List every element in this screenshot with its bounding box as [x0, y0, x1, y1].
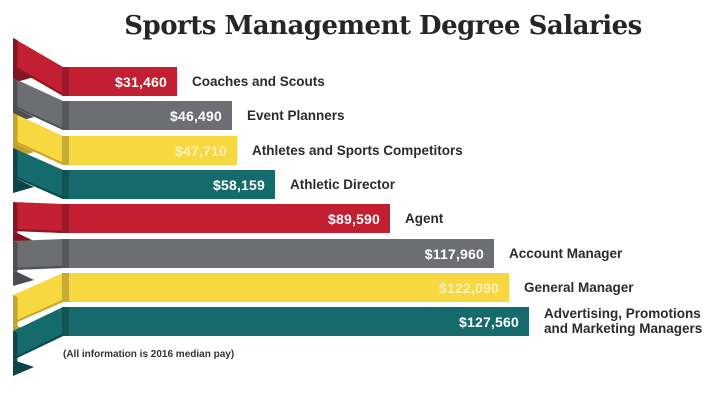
ribbon-fold-crease — [62, 239, 69, 268]
bar-value-label: $58,159 — [212, 176, 265, 193]
ribbon-fold-crease — [62, 307, 69, 336]
bar-value-label: $122,090 — [439, 279, 499, 296]
bar-category-label: General Manager — [524, 280, 634, 295]
chart-title: Sports Management Degree Salaries — [124, 11, 642, 41]
salary-bar: $127,560 — [62, 307, 529, 336]
ribbon-fold-crease — [62, 136, 69, 165]
bar-category-label: Advertising, Promotions and Marketing Ma… — [544, 306, 703, 336]
salary-bar: $58,159 — [62, 170, 275, 199]
salary-bar: $89,590 — [62, 204, 390, 233]
ribbon-fold-crease — [62, 67, 69, 96]
bar-value-label: $31,460 — [114, 73, 167, 90]
bar-value-label: $47,710 — [174, 142, 227, 159]
bar-value-label: $117,960 — [424, 245, 484, 262]
ribbon-fold-crease — [62, 204, 69, 233]
bar-category-label: Athletes and Sports Competitors — [252, 143, 463, 158]
bar-value-label: $127,560 — [459, 313, 519, 330]
ribbon-fold-crease — [62, 170, 69, 199]
salary-bar: $47,710 — [62, 136, 237, 165]
bar-category-label: Event Planners — [247, 108, 345, 123]
bar-value-label: $46,490 — [169, 107, 222, 124]
bar-category-label: Coaches and Scouts — [192, 74, 325, 89]
salary-bar: $46,490 — [62, 101, 232, 130]
bar-category-label: Account Manager — [509, 246, 623, 261]
bar-category-label: Agent — [405, 211, 444, 226]
ribbon-fold-crease — [62, 273, 69, 302]
ribbon-fold-crease — [62, 101, 69, 130]
salary-bar: $122,090 — [62, 273, 509, 302]
bar-category-label: Athletic Director — [290, 177, 396, 192]
source-note: (All information is 2016 median pay) — [63, 349, 235, 360]
salary-bar: $117,960 — [62, 239, 494, 268]
salary-bar: $31,460 — [62, 67, 177, 96]
bar-value-label: $89,590 — [327, 210, 380, 227]
